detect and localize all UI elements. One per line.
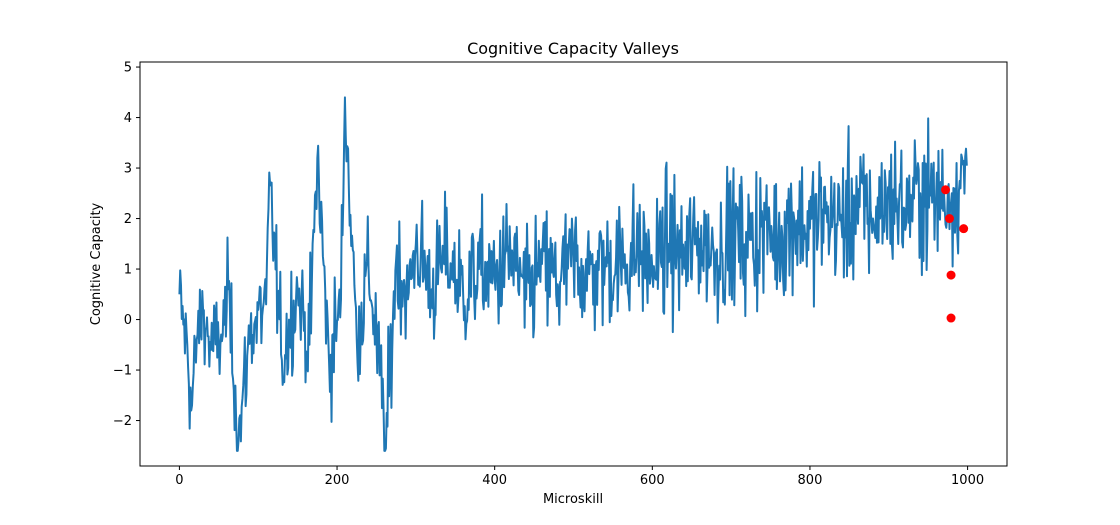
valley-marker: [959, 224, 968, 233]
valley-marker: [941, 185, 950, 194]
y-tick-label: −1: [113, 364, 132, 379]
y-tick-label: 1: [124, 263, 132, 278]
y-tick-label: 4: [124, 111, 132, 126]
x-tick-label: 1000: [951, 473, 984, 488]
x-tick-label: 200: [325, 473, 350, 488]
y-tick-label: 2: [124, 212, 132, 227]
x-axis-label: Microskill: [543, 492, 603, 507]
valley-marker: [945, 214, 954, 223]
x-tick-label: 400: [482, 473, 507, 488]
valley-marker: [947, 314, 956, 323]
y-tick-label: 0: [124, 313, 132, 328]
valley-marker: [947, 271, 956, 280]
y-axis-label: Cognitive Capacity: [89, 202, 104, 325]
plot-area: [140, 62, 1007, 466]
x-tick-label: 600: [640, 473, 665, 488]
y-tick-label: −2: [113, 414, 132, 429]
x-tick-label: 800: [798, 473, 823, 488]
y-tick-label: 3: [124, 162, 132, 177]
x-tick-label: 0: [175, 473, 183, 488]
chart-title: Cognitive Capacity Valleys: [467, 39, 679, 58]
y-tick-label: 5: [124, 61, 132, 76]
